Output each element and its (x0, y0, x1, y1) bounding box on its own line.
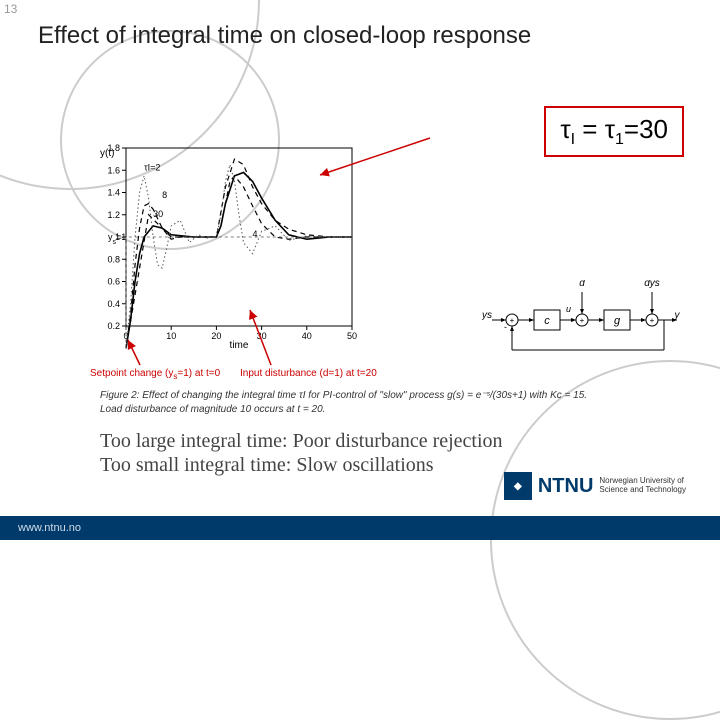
svg-text:0.8: 0.8 (107, 254, 120, 264)
figure-caption: Figure 2: Effect of changing the integra… (100, 390, 587, 401)
svg-text:ys=1: ys=1 (108, 232, 126, 246)
svg-text:d: d (579, 280, 585, 289)
svg-text:1.4: 1.4 (107, 188, 120, 198)
svg-text:u: u (566, 304, 571, 314)
svg-text:8: 8 (162, 190, 167, 200)
svg-text:30: 30 (153, 209, 163, 219)
page-title: Effect of integral time on closed-loop r… (38, 22, 531, 50)
svg-text:40: 40 (302, 331, 312, 341)
svg-text:y: y (674, 310, 681, 321)
input-disturbance-label: Input disturbance (d=1) at t=20 (240, 368, 377, 379)
response-chart: 010203040500.20.40.60.811.21.41.61.8y(t)… (90, 140, 360, 350)
note-too-large: Too large integral time: Poor disturbanc… (100, 430, 503, 453)
svg-text:dys: dys (644, 280, 660, 289)
svg-text:y(t): y(t) (100, 148, 114, 159)
svg-text:1.2: 1.2 (107, 210, 120, 220)
ntnu-logo-icon: ◆ (504, 472, 532, 500)
svg-text:50: 50 (347, 331, 357, 341)
ntnu-logo-text: NTNU (538, 475, 594, 498)
formula-text: τI = τ1=30 (560, 114, 668, 144)
svg-text:30: 30 (257, 331, 267, 341)
svg-text:0.2: 0.2 (107, 321, 120, 331)
svg-text:1.6: 1.6 (107, 165, 120, 175)
svg-text:τI=2: τI=2 (144, 162, 160, 172)
note-too-small: Too small integral time: Slow oscillatio… (100, 454, 434, 477)
ntnu-logo: ◆ NTNU Norwegian University of Science a… (504, 472, 686, 500)
svg-text:+: + (650, 316, 655, 325)
svg-text:-: - (504, 322, 507, 332)
svg-text:c: c (544, 315, 550, 327)
ntnu-logo-subtitle: Norwegian University of Science and Tech… (599, 477, 686, 495)
block-diagram: ys + c + g + y d dys u - (482, 280, 682, 360)
svg-text:20: 20 (211, 331, 221, 341)
setpoint-change-label: Setpoint change (ys=1) at t=0 (90, 368, 220, 381)
svg-text:g: g (614, 315, 621, 327)
svg-text:+: + (510, 316, 515, 325)
footer-bar: www.ntnu.no (0, 516, 720, 540)
figure-load-note: Load disturbance of magnitude 10 occurs … (100, 404, 325, 415)
svg-text:4: 4 (253, 229, 258, 239)
footer-url: www.ntnu.no (18, 522, 81, 534)
svg-text:time: time (230, 340, 249, 350)
svg-text:10: 10 (166, 331, 176, 341)
svg-text:ys: ys (482, 310, 492, 321)
slide-number: 13 (4, 2, 17, 16)
svg-text:0.4: 0.4 (107, 299, 120, 309)
formula-box: τI = τ1=30 (544, 106, 684, 157)
svg-text:0.6: 0.6 (107, 277, 120, 287)
svg-text:+: + (580, 316, 585, 325)
